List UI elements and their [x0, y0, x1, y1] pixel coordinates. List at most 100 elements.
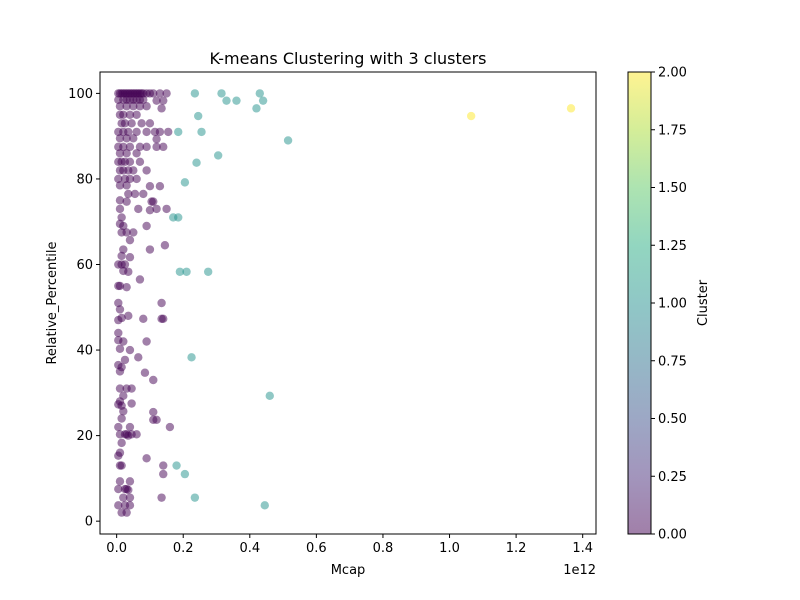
data-point-cluster-0 [132, 110, 141, 119]
data-point-cluster-1 [265, 391, 274, 401]
data-point-cluster-0 [162, 89, 171, 98]
data-point-cluster-0 [114, 484, 123, 494]
data-point-cluster-0 [114, 174, 123, 184]
data-point-cluster-0 [132, 149, 141, 158]
x-tick-label: 1.2 [506, 541, 527, 556]
points-layer [114, 89, 576, 517]
data-point-cluster-0 [159, 469, 168, 479]
data-point-cluster-0 [117, 414, 126, 423]
data-point-cluster-0 [142, 454, 151, 463]
x-tick-label: 0.4 [239, 541, 260, 556]
data-point-cluster-0 [125, 477, 135, 486]
data-point-cluster-1 [174, 127, 183, 137]
data-point-cluster-0 [140, 368, 150, 377]
x-tick-label: 0.2 [173, 541, 194, 556]
data-point-cluster-2 [566, 104, 576, 113]
data-point-cluster-0 [119, 142, 128, 152]
y-tick-label: 60 [76, 258, 93, 273]
y-tick-label: 100 [68, 87, 93, 102]
colorbar-label: Cluster [696, 279, 711, 326]
data-point-cluster-1 [258, 96, 268, 105]
y-tick-label: 40 [76, 344, 93, 359]
data-point-cluster-0 [137, 119, 146, 128]
x-tick-label: 0.0 [106, 541, 127, 556]
data-point-cluster-0 [134, 353, 143, 362]
data-point-cluster-0 [115, 102, 125, 111]
data-point-cluster-0 [142, 102, 151, 111]
x-axis-ticks: 0.0 0.2 0.4 0.6 0.8 1.0 1.2 1.4 [106, 534, 593, 556]
data-point-cluster-0 [119, 407, 128, 416]
data-point-cluster-0 [132, 174, 141, 184]
plot-area: 0.0 0.2 0.4 0.6 0.8 1.0 1.2 1.4 0 20 40 60 80 100 [68, 71, 597, 556]
data-point-cluster-0 [135, 102, 145, 111]
data-point-cluster-0 [164, 127, 173, 137]
data-point-cluster-0 [125, 142, 135, 152]
data-point-cluster-1 [194, 111, 203, 121]
data-point-cluster-0 [117, 461, 126, 470]
data-point-cluster-0 [135, 157, 145, 167]
data-point-cluster-0 [124, 189, 133, 199]
data-point-cluster-1 [180, 469, 190, 479]
data-point-cluster-0 [125, 422, 135, 432]
data-point-cluster-0 [125, 110, 135, 119]
data-point-cluster-0 [122, 508, 131, 517]
data-point-cluster-0 [152, 142, 161, 152]
x-tick-label: 1.0 [439, 541, 460, 556]
x-axis-label: Mcap [331, 563, 366, 578]
data-point-cluster-0 [124, 485, 133, 495]
data-point-cluster-1 [187, 353, 196, 362]
data-point-cluster-0 [115, 204, 125, 214]
data-point-cluster-0 [149, 197, 158, 206]
data-point-cluster-0 [114, 501, 123, 510]
data-point-cluster-0 [152, 96, 161, 105]
y-tick-label: 0 [85, 515, 93, 530]
data-point-cluster-1 [174, 213, 183, 222]
data-point-cluster-0 [119, 337, 128, 346]
data-point-cluster-1 [190, 89, 200, 98]
data-point-cluster-0 [157, 298, 166, 308]
data-point-cluster-0 [142, 337, 151, 346]
chart-title: K-means Clustering with 3 clusters [209, 49, 486, 68]
data-point-cluster-0 [125, 493, 135, 502]
data-point-cluster-0 [119, 493, 128, 502]
data-point-cluster-0 [122, 102, 131, 111]
y-tick-label: 20 [76, 429, 93, 444]
data-point-cluster-1 [190, 493, 200, 502]
data-point-cluster-0 [117, 251, 126, 261]
data-point-cluster-0 [129, 228, 138, 237]
data-point-cluster-0 [120, 119, 130, 128]
y-axis-label: Relative_Percentile [45, 241, 60, 364]
data-point-cluster-0 [152, 134, 161, 144]
data-point-cluster-0 [142, 221, 151, 231]
data-point-cluster-0 [124, 267, 133, 276]
data-point-cluster-0 [115, 149, 125, 158]
data-point-cluster-0 [120, 260, 130, 269]
data-point-cluster-0 [127, 384, 136, 393]
data-point-cluster-1 [203, 267, 213, 276]
data-point-cluster-0 [165, 422, 175, 432]
data-point-cluster-2 [466, 111, 476, 121]
data-point-cluster-0 [125, 235, 135, 245]
data-point-cluster-0 [149, 375, 158, 385]
data-point-cluster-0 [122, 197, 131, 206]
data-point-cluster-0 [142, 142, 151, 152]
data-point-cluster-0 [145, 205, 155, 215]
data-point-cluster-1 [217, 89, 226, 98]
data-point-cluster-0 [145, 182, 155, 191]
data-point-cluster-1 [260, 501, 269, 510]
data-point-cluster-0 [135, 142, 145, 152]
colorbar-gradient [628, 72, 651, 534]
data-point-cluster-0 [122, 228, 131, 237]
data-point-cluster-0 [160, 241, 170, 250]
data-point-cluster-1 [283, 136, 293, 145]
data-point-cluster-0 [120, 355, 130, 365]
data-point-cluster-0 [115, 281, 125, 291]
data-point-cluster-0 [119, 110, 128, 119]
data-point-cluster-0 [145, 119, 155, 128]
data-point-cluster-0 [114, 422, 123, 432]
data-point-cluster-0 [115, 196, 125, 205]
data-point-cluster-1 [232, 96, 241, 105]
data-point-cluster-0 [127, 399, 136, 408]
data-point-cluster-0 [125, 174, 135, 184]
colorbar-tick-label: 2.00 [658, 66, 687, 81]
